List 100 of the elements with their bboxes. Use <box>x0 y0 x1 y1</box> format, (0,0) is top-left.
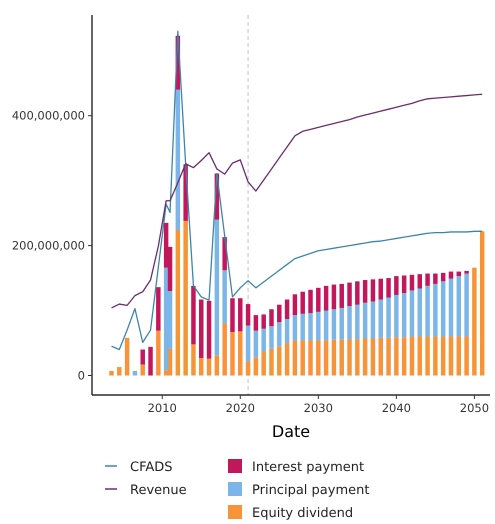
legend-label: CFADS <box>130 460 173 475</box>
x-tick-label: 2030 <box>304 401 333 415</box>
bar <box>394 276 399 295</box>
line-series <box>110 94 483 309</box>
bar <box>394 337 399 376</box>
bar <box>156 330 161 376</box>
bar <box>402 275 406 294</box>
bar <box>410 274 414 290</box>
bar <box>433 274 438 284</box>
x-axis-title: Date <box>272 422 310 441</box>
bar <box>222 324 227 376</box>
bar <box>300 340 305 376</box>
bar <box>370 338 376 376</box>
bar <box>176 90 180 230</box>
bar <box>261 328 266 352</box>
bar <box>355 281 360 305</box>
bar <box>176 230 180 376</box>
bar <box>261 351 266 376</box>
bar <box>440 272 446 282</box>
y-tick-label: 200,000,000 <box>12 238 85 253</box>
bar <box>238 298 243 332</box>
bar <box>332 309 336 340</box>
bar <box>440 336 446 376</box>
bar <box>448 278 454 337</box>
bar <box>316 340 321 376</box>
x-tick-label: 2020 <box>226 401 255 415</box>
bar <box>464 274 469 337</box>
bar <box>284 319 290 344</box>
x-tick-label: 2010 <box>148 401 177 415</box>
bar <box>480 231 484 376</box>
bar <box>418 274 422 288</box>
bar <box>456 336 462 376</box>
bar <box>402 293 406 338</box>
bar <box>132 370 138 376</box>
bar <box>440 281 446 337</box>
legend-label: Revenue <box>130 483 187 498</box>
y-tick-label: 400,000,000 <box>12 108 85 123</box>
bar <box>300 292 305 314</box>
bar <box>347 339 352 376</box>
bar <box>324 340 328 376</box>
line-series <box>110 30 483 350</box>
bar <box>191 344 196 376</box>
bar <box>284 343 290 376</box>
bar <box>254 330 258 358</box>
bar <box>206 300 212 359</box>
bar <box>472 268 477 376</box>
bar <box>410 336 414 376</box>
bar <box>425 286 430 337</box>
bar <box>284 300 290 319</box>
legend-label: Interest payment <box>252 460 364 475</box>
bar <box>238 331 243 376</box>
bar <box>370 279 376 302</box>
bar <box>254 357 258 376</box>
bar <box>456 276 462 337</box>
bar <box>206 358 212 376</box>
bar <box>362 280 368 303</box>
bar <box>425 274 430 286</box>
bar <box>386 338 391 376</box>
bar <box>355 304 360 340</box>
bar <box>277 346 282 376</box>
bar <box>246 304 250 326</box>
bar <box>425 336 430 376</box>
bar <box>347 306 352 340</box>
bar <box>254 315 258 331</box>
bar <box>418 336 422 376</box>
bar <box>140 364 145 376</box>
bar <box>300 314 305 340</box>
bar <box>378 338 383 376</box>
bar <box>199 300 204 358</box>
bar <box>347 282 352 306</box>
bar <box>261 314 266 329</box>
bar <box>378 300 383 338</box>
bar <box>316 288 321 312</box>
bar <box>124 338 130 376</box>
bar <box>362 338 368 376</box>
bar <box>464 336 469 376</box>
bar <box>448 336 454 376</box>
bar <box>386 298 391 338</box>
bar <box>418 288 422 337</box>
bar <box>277 304 282 322</box>
bar <box>148 346 153 376</box>
bar <box>433 284 438 337</box>
bar <box>448 272 454 279</box>
bar <box>246 325 250 362</box>
bar <box>456 272 462 276</box>
bar <box>183 220 188 376</box>
bar <box>292 315 298 340</box>
y-tick-label: 0 <box>78 368 85 383</box>
bar <box>292 340 298 376</box>
bar <box>230 298 235 332</box>
bar <box>370 301 376 338</box>
bar <box>394 294 399 338</box>
bar <box>332 284 336 310</box>
bar <box>316 312 321 340</box>
legend-label: Principal payment <box>252 483 370 498</box>
bar <box>117 367 122 376</box>
bar <box>332 340 336 376</box>
bar <box>410 290 414 337</box>
bar <box>324 286 328 311</box>
bar <box>214 220 220 356</box>
